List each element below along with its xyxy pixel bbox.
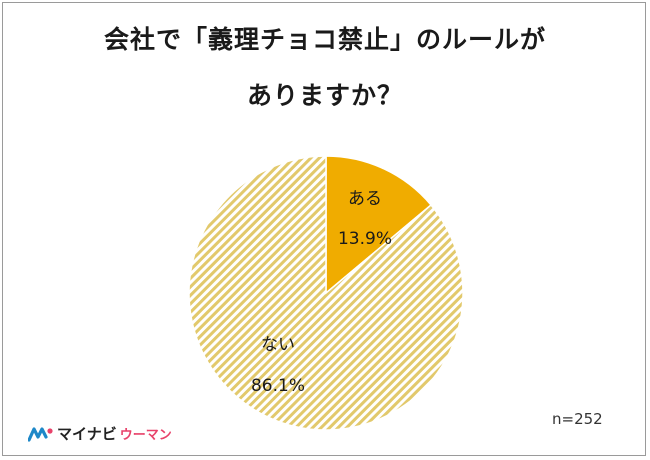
sample-size-label: n=252 xyxy=(552,410,603,428)
chart-title-line2: ありますか？ xyxy=(246,81,403,110)
pie-slice-no xyxy=(188,155,464,431)
slice-value-yes: 13.9% xyxy=(338,229,392,249)
logo-text-main: マイナビ xyxy=(57,425,117,443)
pie-slice-yes xyxy=(325,155,433,295)
slice-label-no: ない xyxy=(261,335,295,355)
mynavi-logo-icon xyxy=(28,426,53,442)
brand-logo: マイナビ ウーマン xyxy=(28,423,172,444)
pie-labels: ある 13.9% ない 86.1% xyxy=(251,189,392,396)
logo-text-sub: ウーマン xyxy=(119,428,172,443)
slice-value-no: 86.1% xyxy=(251,376,305,396)
slice-label-yes: ある xyxy=(348,189,382,209)
pie-slices xyxy=(188,155,464,431)
chart-title-line1: 会社で「義理チョコ禁止」のルールが xyxy=(103,25,546,54)
